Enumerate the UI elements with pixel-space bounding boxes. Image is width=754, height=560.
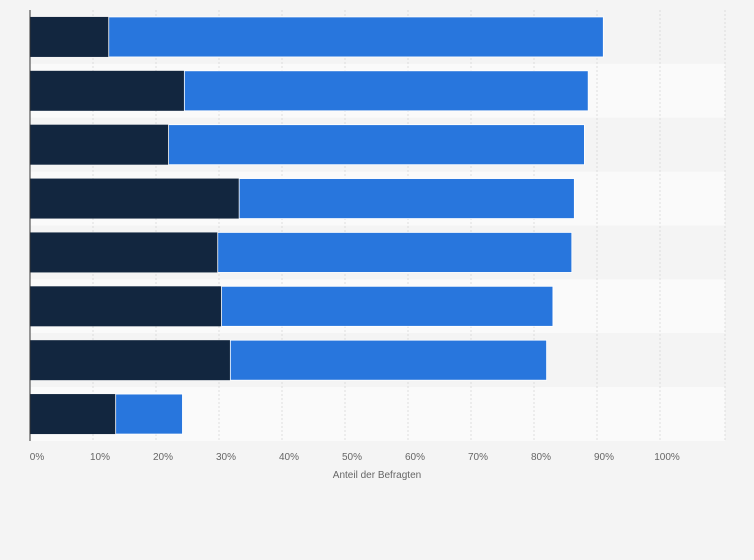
x-tick-label: 40% [279,452,299,463]
x-tick-label: 50% [342,452,362,463]
bar-segment-blue [108,16,604,58]
bar-segment-blue [217,232,573,273]
bar-segment-blue [238,178,575,219]
bar-segment-blue [229,339,548,381]
x-tick-label: 30% [216,452,236,463]
bar-segment-blue [183,70,589,112]
bar-segment-blue [221,285,554,327]
x-tick-labels: 0% 10% 20% 30% 40% 50% 60% 70% 80% 90% 100% [30,452,680,463]
x-tick-label: 70% [468,452,488,463]
bar-segment-dark [30,124,169,165]
bar-segment-dark [30,70,185,111]
x-tick-label: 80% [531,452,551,463]
bar-segment-dark [30,232,218,273]
x-tick-label: 20% [153,452,173,463]
bar-segment-dark [30,178,240,219]
bar-segment-dark [30,340,231,381]
bar-segment-dark [30,394,116,435]
x-tick-label: 60% [405,452,425,463]
bar-segment-blue [168,124,585,166]
x-tick-label: 10% [90,452,110,463]
x-tick-label: 90% [594,452,614,463]
x-tick-label: 100% [654,452,680,463]
bar-segment-dark [30,286,222,327]
x-axis-title: Anteil der Befragten [333,470,421,481]
x-tick-label: 0% [30,452,45,463]
bar-segment-blue [115,393,183,435]
bars [30,16,604,435]
bar-segment-dark [30,16,109,57]
